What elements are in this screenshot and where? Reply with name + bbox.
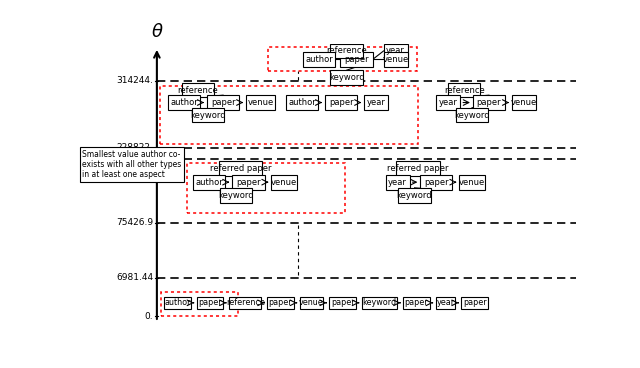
Text: author: author <box>164 298 191 307</box>
FancyBboxPatch shape <box>448 83 480 98</box>
Text: year: year <box>388 178 407 187</box>
Text: author: author <box>288 98 316 107</box>
FancyBboxPatch shape <box>196 297 223 309</box>
FancyBboxPatch shape <box>330 70 363 85</box>
FancyBboxPatch shape <box>182 83 214 98</box>
FancyBboxPatch shape <box>286 95 318 110</box>
Text: year: year <box>367 98 386 107</box>
Text: author: author <box>195 178 223 187</box>
Text: paper: paper <box>269 298 292 307</box>
FancyBboxPatch shape <box>403 297 429 309</box>
FancyBboxPatch shape <box>325 95 357 110</box>
FancyBboxPatch shape <box>168 95 200 110</box>
FancyBboxPatch shape <box>193 175 225 190</box>
Text: 6981.44: 6981.44 <box>116 273 154 282</box>
Text: venue: venue <box>271 178 298 187</box>
Text: paper: paper <box>404 298 428 307</box>
FancyBboxPatch shape <box>473 95 505 110</box>
FancyBboxPatch shape <box>207 95 239 110</box>
Text: paper: paper <box>424 178 449 187</box>
Text: paper: paper <box>329 98 353 107</box>
FancyBboxPatch shape <box>456 107 488 123</box>
FancyBboxPatch shape <box>271 175 297 190</box>
FancyBboxPatch shape <box>362 297 397 309</box>
Text: year: year <box>386 46 405 56</box>
Text: paper: paper <box>198 298 221 307</box>
Text: paper: paper <box>477 98 501 107</box>
Text: author: author <box>305 55 333 64</box>
Text: 228822.: 228822. <box>116 143 154 152</box>
Text: referred paper: referred paper <box>387 164 449 173</box>
Text: keyword: keyword <box>454 110 490 120</box>
Text: paper: paper <box>344 55 369 64</box>
FancyBboxPatch shape <box>303 52 335 67</box>
FancyBboxPatch shape <box>219 161 262 176</box>
FancyBboxPatch shape <box>330 297 356 309</box>
FancyBboxPatch shape <box>436 297 456 309</box>
FancyBboxPatch shape <box>461 297 488 309</box>
Text: venue: venue <box>460 178 486 187</box>
Text: paper: paper <box>331 298 355 307</box>
Text: 75426.9: 75426.9 <box>116 218 154 227</box>
Text: paper: paper <box>211 98 236 107</box>
Text: reference: reference <box>226 298 265 307</box>
Text: venue: venue <box>511 98 537 107</box>
Text: year: year <box>439 98 458 107</box>
Text: keyword: keyword <box>218 191 254 200</box>
FancyBboxPatch shape <box>229 297 261 309</box>
Text: reference: reference <box>444 86 484 95</box>
Text: venue: venue <box>248 98 274 107</box>
FancyBboxPatch shape <box>512 95 536 110</box>
FancyBboxPatch shape <box>330 43 363 59</box>
Text: venue: venue <box>383 55 409 64</box>
Text: author: author <box>170 98 198 107</box>
FancyBboxPatch shape <box>385 175 410 190</box>
FancyBboxPatch shape <box>364 95 388 110</box>
Text: paper: paper <box>463 298 486 307</box>
FancyBboxPatch shape <box>268 297 294 309</box>
Text: reference: reference <box>177 86 218 95</box>
FancyBboxPatch shape <box>340 52 372 67</box>
FancyBboxPatch shape <box>300 297 323 309</box>
Text: keyword: keyword <box>329 73 364 82</box>
Text: paper: paper <box>236 178 260 187</box>
FancyBboxPatch shape <box>220 188 252 202</box>
Text: Smallest value author co-
exists with all other types
in at least one aspect: Smallest value author co- exists with al… <box>83 150 182 180</box>
Text: θ: θ <box>152 23 163 41</box>
FancyBboxPatch shape <box>436 95 460 110</box>
FancyBboxPatch shape <box>383 43 408 59</box>
Text: keyword: keyword <box>191 110 226 120</box>
Text: keyword: keyword <box>397 191 433 200</box>
FancyBboxPatch shape <box>383 52 408 67</box>
FancyBboxPatch shape <box>460 175 485 190</box>
Text: year: year <box>436 298 454 307</box>
FancyBboxPatch shape <box>164 297 191 309</box>
Text: venue: venue <box>299 298 324 307</box>
FancyBboxPatch shape <box>192 107 225 123</box>
FancyBboxPatch shape <box>246 95 275 110</box>
FancyBboxPatch shape <box>396 161 440 176</box>
Text: 221267.: 221267. <box>116 155 154 163</box>
FancyBboxPatch shape <box>420 175 452 190</box>
Text: 314244.: 314244. <box>116 77 154 85</box>
Text: referred paper: referred paper <box>210 164 271 173</box>
Text: reference: reference <box>326 46 367 56</box>
FancyBboxPatch shape <box>399 188 431 202</box>
Text: keyword: keyword <box>362 298 397 307</box>
Text: 0.: 0. <box>145 312 154 321</box>
FancyBboxPatch shape <box>232 175 264 190</box>
